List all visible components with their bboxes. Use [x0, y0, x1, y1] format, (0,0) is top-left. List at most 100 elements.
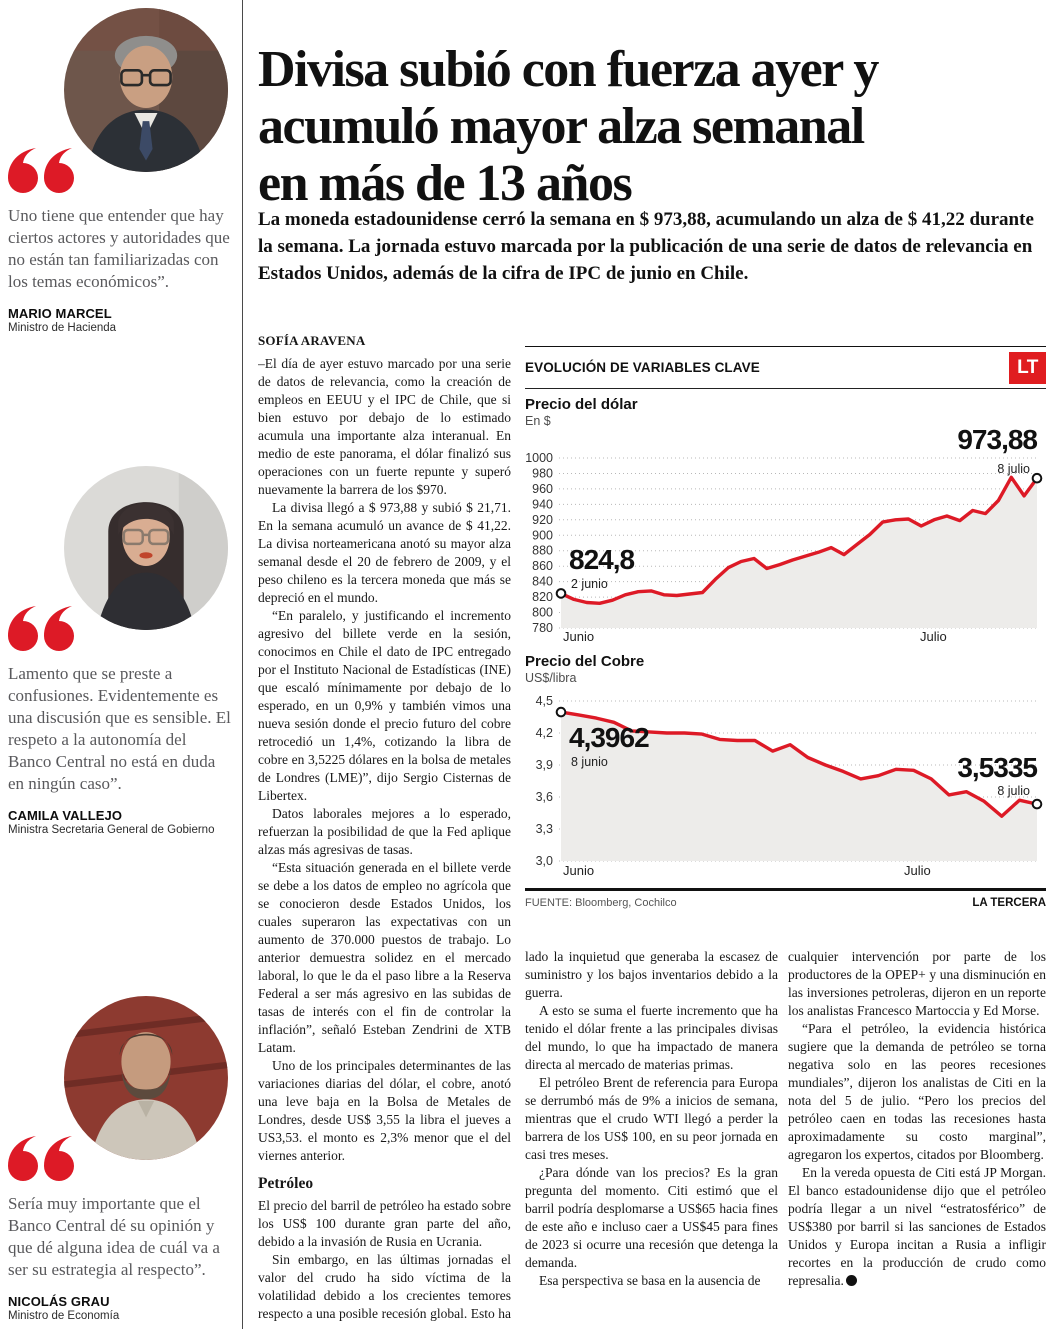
paragraph: –El día de ayer estuvo marcado por una s…	[258, 356, 511, 497]
chart-source: FUENTE: Bloomberg, Cochilco	[525, 897, 677, 909]
y-tick-label: 820	[532, 590, 553, 604]
copper-price-chart: 4,5 4,2 3,9 3,6 3,3 3,0 Junio Julio 4,3962 8 juni…	[536, 694, 1043, 878]
rule	[525, 888, 1046, 891]
paragraph: “Para el petróleo, la evidencia históric…	[788, 1021, 1046, 1162]
paragraph: En la vereda opuesta de Citi está JP Mor…	[788, 1164, 1046, 1290]
open-quote-icon	[8, 148, 234, 196]
portrait-photo-grau	[64, 996, 228, 1160]
subhead: Petróleo	[258, 1175, 314, 1192]
price-line	[559, 475, 1039, 606]
end-of-article-icon	[845, 1272, 867, 1290]
y-tick-label: 940	[532, 497, 553, 511]
end-value-label: 973,88	[957, 424, 1037, 455]
area-fill	[561, 477, 1037, 628]
article-lead: La moneda estadounidense cerró la semana…	[258, 209, 1034, 284]
paragraph-text: En la vereda opuesta de Citi está JP Mor…	[788, 1165, 1046, 1288]
paragraph: La divisa llegó a $ 973,88 y subió $ 21,…	[258, 500, 511, 605]
chart-panel: EVOLUCIÓN DE VARIABLES CLAVE LT Precio d…	[525, 346, 1046, 909]
paragraph: El precio del barril de petróleo ha esta…	[258, 1198, 511, 1249]
quote-text: Lamento que se preste a confusiones. Evi…	[8, 664, 231, 793]
y-tick-label: 980	[532, 467, 553, 481]
x-tick-label: Junio	[563, 629, 594, 644]
end-date-label: 8 julio	[997, 784, 1030, 798]
paragraph: “En paralelo, y justificando el incremen…	[258, 608, 511, 803]
y-tick-label: 800	[532, 606, 553, 620]
copper-chart-unit: US$/libra	[525, 671, 577, 685]
y-tick-label: 4,5	[536, 694, 553, 708]
y-tick-label: 4,2	[536, 726, 553, 740]
x-tick-label: Julio	[920, 629, 947, 644]
paragraph: Uno de los principales determinantes de …	[258, 1058, 511, 1163]
x-tick-label: Julio	[904, 863, 931, 878]
paragraph: lado la inquietud que generaba la escase…	[525, 949, 778, 1000]
data-point-marker	[555, 706, 567, 718]
portrait-illustration	[64, 996, 228, 1160]
data-point-marker	[555, 588, 567, 599]
column-divider	[242, 0, 243, 1329]
price-line	[559, 710, 1039, 818]
area-fill	[561, 712, 1037, 861]
y-tick-label: 3,0	[536, 854, 553, 868]
paragraph: Sin embargo, en las últimas jornadas el …	[258, 1252, 511, 1326]
y-tick-label: 780	[532, 621, 553, 635]
y-tick-label: 880	[532, 544, 553, 558]
headline-line: acumuló mayor alza semanal	[258, 97, 865, 155]
headline-line: en más de 13 años	[258, 154, 633, 212]
portrait-photo-marcel	[64, 8, 228, 172]
y-tick-label: 3,3	[536, 822, 553, 836]
chart-credit: LA TERCERA	[972, 897, 1046, 909]
article-column-1: SOFÍA ARAVENA –El día de ayer estuvo mar…	[258, 332, 511, 1326]
chart-panel-title: EVOLUCIÓN DE VARIABLES CLAVE	[525, 360, 760, 375]
rule	[525, 346, 1046, 347]
data-point-marker	[1031, 798, 1043, 810]
paragraph: cualquier intervención por parte de los …	[788, 949, 1046, 1018]
byline: SOFÍA ARAVENA	[258, 333, 366, 348]
portrait-photo-vallejo	[64, 466, 228, 630]
quote-block-grau: Sería muy importante que el Banco Centra…	[8, 996, 234, 1322]
start-value-label: 824,8	[569, 544, 634, 575]
open-quote-icon	[8, 606, 234, 654]
quote-block-marcel: Uno tiene que entender que hay ciertos a…	[8, 8, 234, 334]
dollar-chart-unit: En $	[525, 414, 551, 428]
quote-author-name: MARIO MARCEL	[8, 306, 112, 321]
x-tick-label: Junio	[563, 863, 594, 878]
y-tick-label: 3,6	[536, 790, 553, 804]
y-tick-label: 920	[532, 513, 553, 527]
lt-logo: LT	[1009, 351, 1046, 384]
end-value-label: 3,5335	[957, 752, 1037, 783]
paragraph: Esa perspectiva se basa en la ausencia d…	[539, 1273, 761, 1288]
portrait-illustration	[64, 8, 228, 172]
quote-author-role: Ministro de Hacienda	[8, 322, 117, 334]
start-value-label: 4,3962	[569, 722, 649, 753]
paragraph: Datos laborales mejores a lo esperado, r…	[258, 806, 511, 857]
dollar-chart-title: Precio del dólar	[525, 396, 638, 413]
paragraph: “Esta situación generada en el billete v…	[258, 860, 511, 1055]
quote-text: Sería muy importante que el Banco Centra…	[8, 1194, 220, 1279]
headline-line: Divisa subió con fuerza ayer y	[258, 40, 879, 98]
paragraph: ¿Para dónde van los precios? Es la gran …	[525, 1165, 778, 1270]
article-column-3: cualquier intervención por parte de los …	[788, 948, 1046, 1326]
quote-author-role: Ministro de Economía	[8, 1310, 120, 1322]
article-headline: Divisa subió con fuerza ayer y acumuló m…	[258, 41, 1048, 212]
y-tick-label: 860	[532, 559, 553, 573]
open-quote-icon	[8, 1136, 234, 1184]
end-date-label: 8 julio	[997, 462, 1030, 476]
y-tick-label: 900	[532, 528, 553, 542]
y-tick-label: 960	[532, 482, 553, 496]
paragraph: A esto se suma el fuerte incremento que …	[525, 1003, 778, 1072]
start-date-label: 2 junio	[571, 577, 608, 591]
y-tick-label: 1000	[525, 451, 553, 465]
data-point-marker	[1031, 472, 1043, 484]
paragraph: El petróleo Brent de referencia para Eur…	[525, 1075, 778, 1162]
start-date-label: 8 junio	[571, 755, 608, 769]
y-tick-label: 840	[532, 575, 553, 589]
quote-block-vallejo: Lamento que se preste a confusiones. Evi…	[8, 466, 234, 836]
quote-author-name: NICOLÁS GRAU	[8, 1294, 110, 1309]
rule	[525, 388, 1046, 389]
copper-chart-title: Precio del Cobre	[525, 653, 645, 670]
quote-author-name: CAMILA VALLEJO	[8, 808, 123, 823]
quote-text: Uno tiene que entender que hay ciertos a…	[8, 206, 230, 291]
quote-author-role: Ministra Secretaria General de Gobierno	[8, 824, 215, 836]
